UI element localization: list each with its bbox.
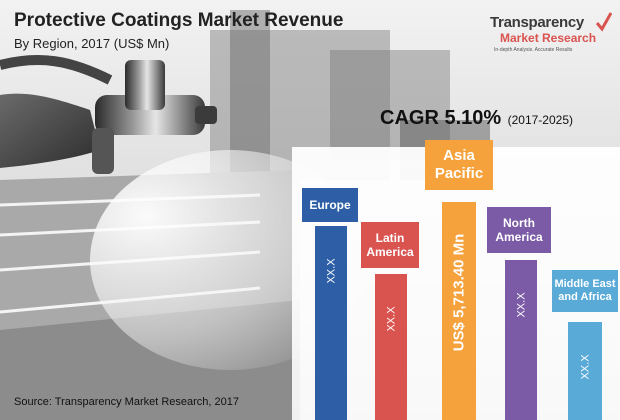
category-label: Europe bbox=[309, 197, 351, 212]
logo-tagline: In-depth Analysis. Accurate Results bbox=[494, 47, 573, 53]
category-label: North America bbox=[495, 215, 543, 244]
bar-header-middle-east-and-africa: Middle East and Africa bbox=[552, 270, 618, 312]
chart-title: Protective Coatings Market Revenue bbox=[14, 10, 344, 31]
bar-header-europe: Europe bbox=[302, 188, 358, 222]
source-note: Source: Transparency Market Research, 20… bbox=[14, 396, 240, 408]
bar-value-label: XX.X bbox=[385, 306, 398, 332]
bar-value-label: XX.X bbox=[515, 292, 528, 318]
category-label: Asia Pacific bbox=[434, 147, 484, 182]
checkmark-icon bbox=[596, 12, 612, 32]
bar-value-label: XX.X bbox=[325, 258, 338, 284]
bar-latin-america bbox=[375, 274, 407, 420]
cagr-value: CAGR 5.10% bbox=[380, 107, 502, 129]
logo-text-market-research: Market Research bbox=[500, 31, 597, 45]
bar-europe bbox=[315, 226, 347, 420]
logo-text-transparency: Transparency bbox=[490, 14, 584, 31]
bar-value-label: US$ 5,713.40 Mn bbox=[450, 233, 468, 351]
category-label: Latin America bbox=[366, 230, 414, 259]
bar-asia-pacific bbox=[442, 202, 476, 420]
cagr-range: (2017-2025) bbox=[507, 113, 573, 127]
cagr-callout: CAGR 5.10% (2017-2025) bbox=[380, 107, 573, 130]
chart-subtitle: By Region, 2017 (US$ Mn) bbox=[14, 36, 170, 51]
bar-middle-east-and-africa bbox=[568, 322, 602, 420]
bar-header-asia-pacific: Asia Pacific bbox=[425, 140, 493, 190]
bar-header-latin-america: Latin America bbox=[361, 222, 419, 268]
bar-north-america bbox=[505, 260, 537, 420]
bar-value-label: XX.X bbox=[579, 354, 592, 380]
category-label: Middle East and Africa bbox=[554, 277, 616, 303]
company-logo: Transparency Market Research In-depth An… bbox=[490, 12, 612, 60]
bar-header-north-america: North America bbox=[487, 207, 551, 253]
